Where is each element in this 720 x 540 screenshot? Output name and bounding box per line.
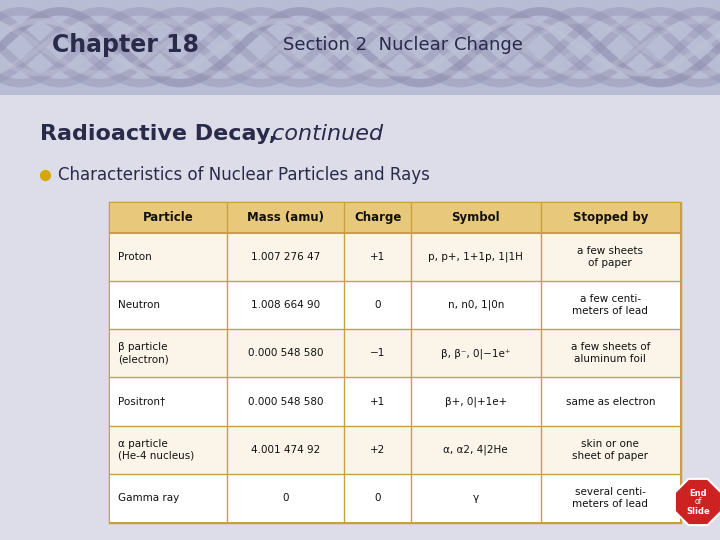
Text: α particle
(He-4 nucleus): α particle (He-4 nucleus) [118, 438, 194, 461]
Bar [110, 377, 680, 426]
Text: β particle
(electron): β particle (electron) [118, 342, 168, 365]
Text: 0: 0 [374, 493, 381, 503]
Text: Section 2  Nuclear Change: Section 2 Nuclear Change [283, 36, 523, 55]
Text: 0: 0 [282, 493, 289, 503]
Text: Charge: Charge [354, 211, 401, 224]
Text: a few centi-
meters of lead: a few centi- meters of lead [572, 294, 648, 316]
Bar [110, 329, 680, 377]
Text: β+, 0|+1e+: β+, 0|+1e+ [445, 396, 507, 407]
Text: 0.000 548 580: 0.000 548 580 [248, 396, 323, 407]
Text: 4.001 474 92: 4.001 474 92 [251, 445, 320, 455]
Text: Symbol: Symbol [451, 211, 500, 224]
Text: same as electron: same as electron [566, 396, 655, 407]
Text: β, β⁻, 0|−1e⁺: β, β⁻, 0|−1e⁺ [441, 348, 510, 359]
Text: 1.008 664 90: 1.008 664 90 [251, 300, 320, 310]
Text: Proton: Proton [118, 252, 152, 262]
Text: Particle: Particle [143, 211, 194, 224]
Text: 1.007 276 47: 1.007 276 47 [251, 252, 320, 262]
Text: Gamma ray: Gamma ray [118, 493, 179, 503]
Text: End: End [689, 489, 707, 497]
Bar [110, 202, 680, 233]
Text: −1: −1 [370, 348, 385, 359]
Text: Radioactive Decay,: Radioactive Decay, [40, 125, 277, 145]
Text: Characteristics of Nuclear Particles and Rays: Characteristics of Nuclear Particles and… [58, 165, 430, 184]
Text: skin or one
sheet of paper: skin or one sheet of paper [572, 438, 648, 461]
Bar [110, 202, 680, 522]
Text: +2: +2 [370, 445, 385, 455]
Text: a few sheets of
aluminum foil: a few sheets of aluminum foil [571, 342, 650, 365]
Text: Positron†: Positron† [118, 396, 165, 407]
Text: Mass (amu): Mass (amu) [247, 211, 324, 224]
Polygon shape [675, 479, 720, 525]
Text: p, p+, 1+1p, 1|1H: p, p+, 1+1p, 1|1H [428, 252, 523, 262]
Text: Chapter 18: Chapter 18 [53, 33, 199, 57]
Text: Stopped by: Stopped by [572, 211, 648, 224]
Text: 0: 0 [374, 300, 381, 310]
Text: Slide: Slide [686, 507, 710, 516]
Text: n, n0, 1|0n: n, n0, 1|0n [448, 300, 504, 310]
Text: continued: continued [265, 125, 383, 145]
Bar [110, 474, 680, 522]
Bar [110, 281, 680, 329]
Text: +1: +1 [370, 252, 385, 262]
Text: several centi-
meters of lead: several centi- meters of lead [572, 487, 648, 509]
Text: +1: +1 [370, 396, 385, 407]
Text: of: of [694, 497, 702, 507]
Bar [110, 233, 680, 281]
Bar [110, 426, 680, 474]
Text: γ: γ [472, 493, 479, 503]
Text: a few sheets
of paper: a few sheets of paper [577, 246, 644, 268]
Text: 0.000 548 580: 0.000 548 580 [248, 348, 323, 359]
Text: α, α2, 4|2He: α, α2, 4|2He [444, 444, 508, 455]
Text: Neutron: Neutron [118, 300, 160, 310]
